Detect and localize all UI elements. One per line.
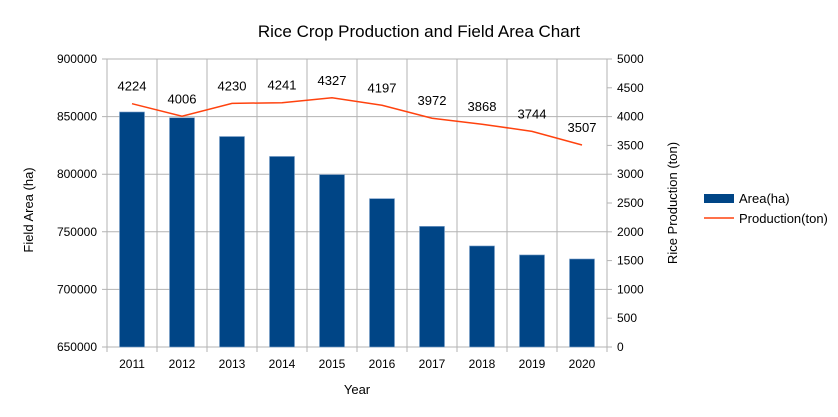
bar-area-2016	[369, 198, 395, 348]
y-axis-label: Field Area (ha)	[21, 167, 36, 252]
x-tick-label: 2017	[419, 357, 446, 371]
y2-tick-label: 1500	[617, 254, 644, 268]
data-label-production: 3972	[418, 93, 447, 108]
legend-label-area: Area(ha)	[739, 191, 790, 206]
bar-area-2015	[319, 174, 345, 348]
line-production	[131, 97, 583, 146]
data-label-production: 4241	[268, 78, 297, 93]
x-tick-label: 2016	[369, 357, 396, 371]
y-tick-label: 650000	[57, 340, 97, 354]
bar-area-2012	[169, 117, 195, 348]
y-tick-label: 800000	[57, 167, 97, 181]
x-tick-label: 2014	[269, 357, 296, 371]
y2-axis-label: Rice Production (ton)	[665, 142, 680, 264]
y2-tick-label: 5000	[617, 52, 644, 66]
x-tick-label: 2018	[469, 357, 496, 371]
y2-tick-label: 500	[617, 311, 637, 325]
data-label-production: 4327	[318, 73, 347, 88]
bar-area-2013	[219, 136, 245, 348]
y2-tick-label: 4000	[617, 110, 644, 124]
x-axis-label: Year	[344, 382, 371, 397]
bar-area-2011	[119, 111, 145, 348]
y-tick-label: 750000	[57, 225, 97, 239]
y2-tick-label: 1000	[617, 282, 644, 296]
y2-tick-label: 0	[617, 340, 624, 354]
bar-area-2018	[469, 245, 495, 348]
data-label-production: 4197	[368, 80, 397, 95]
x-tick-label: 2013	[219, 357, 246, 371]
x-tick-label: 2011	[119, 357, 145, 371]
y2-tick-label: 2000	[617, 225, 644, 239]
y-tick-label: 700000	[57, 282, 97, 296]
bar-area-2020	[569, 258, 595, 348]
data-label-production: 3507	[568, 120, 597, 135]
data-label-production: 3744	[518, 106, 547, 121]
x-tick-label: 2015	[319, 357, 346, 371]
chart-title: Rice Crop Production and Field Area Char…	[258, 22, 580, 41]
y-tick-label: 850000	[57, 110, 97, 124]
bar-area-2019	[519, 254, 545, 348]
data-label-production: 4230	[218, 78, 247, 93]
data-label-production: 3868	[468, 99, 497, 114]
legend: Area(ha) Production(ton)	[704, 191, 828, 226]
legend-swatch-area	[704, 194, 734, 203]
data-label-production: 4224	[118, 79, 147, 94]
y2-tick-label: 3500	[617, 138, 644, 152]
y2-tick-label: 3000	[617, 167, 644, 181]
x-tick-label: 2019	[519, 357, 546, 371]
bar-area-2014	[269, 156, 295, 348]
y2-tick-label: 2500	[617, 196, 644, 210]
x-tick-label: 2012	[169, 357, 196, 371]
y-tick-label: 900000	[57, 52, 97, 66]
data-label-production: 4006	[168, 91, 197, 106]
y2-tick-label: 4500	[617, 81, 644, 95]
bar-area-2017	[419, 226, 445, 348]
legend-label-production: Production(ton)	[739, 211, 828, 226]
x-tick-label: 2020	[569, 357, 596, 371]
